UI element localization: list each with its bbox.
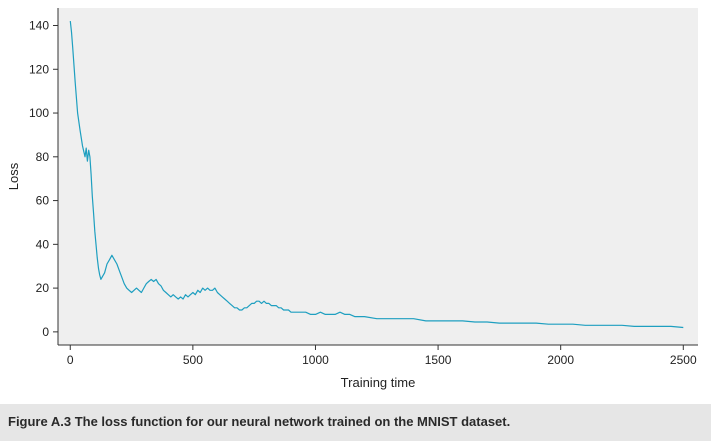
y-tick-label: 40 [36,237,50,251]
y-ticks: 0 20 40 60 80 100 120 140 [29,19,58,339]
x-axis-label: Training time [341,375,416,390]
y-tick-label: 20 [36,281,50,295]
y-tick-label: 100 [29,106,49,120]
y-axis-label: Loss [6,162,21,190]
y-tick-label: 140 [29,19,49,33]
figure-caption: Figure A.3 The loss function for our neu… [8,414,511,429]
y-tick-label: 120 [29,62,49,76]
y-tick-label: 80 [36,150,50,164]
caption-bar: Figure A.3 The loss function for our neu… [0,404,711,441]
loss-series-line [69,21,684,329]
x-tick-label: 500 [183,353,203,367]
x-tick-label: 1000 [302,353,329,367]
x-tick-label: 2500 [670,353,697,367]
x-tick-label: 1500 [425,353,452,367]
x-tick-label: 0 [67,353,74,367]
loss-chart: 0 500 1000 1500 2000 2500 020406080100120140 … [6,8,698,390]
x-ticks: 0 500 1000 1500 2000 2500 [67,345,697,367]
x-tick-label: 2000 [547,353,574,367]
y-tick-label: 60 [36,194,50,208]
plot-area [58,8,698,345]
y-tick-label: 0 [42,325,49,339]
